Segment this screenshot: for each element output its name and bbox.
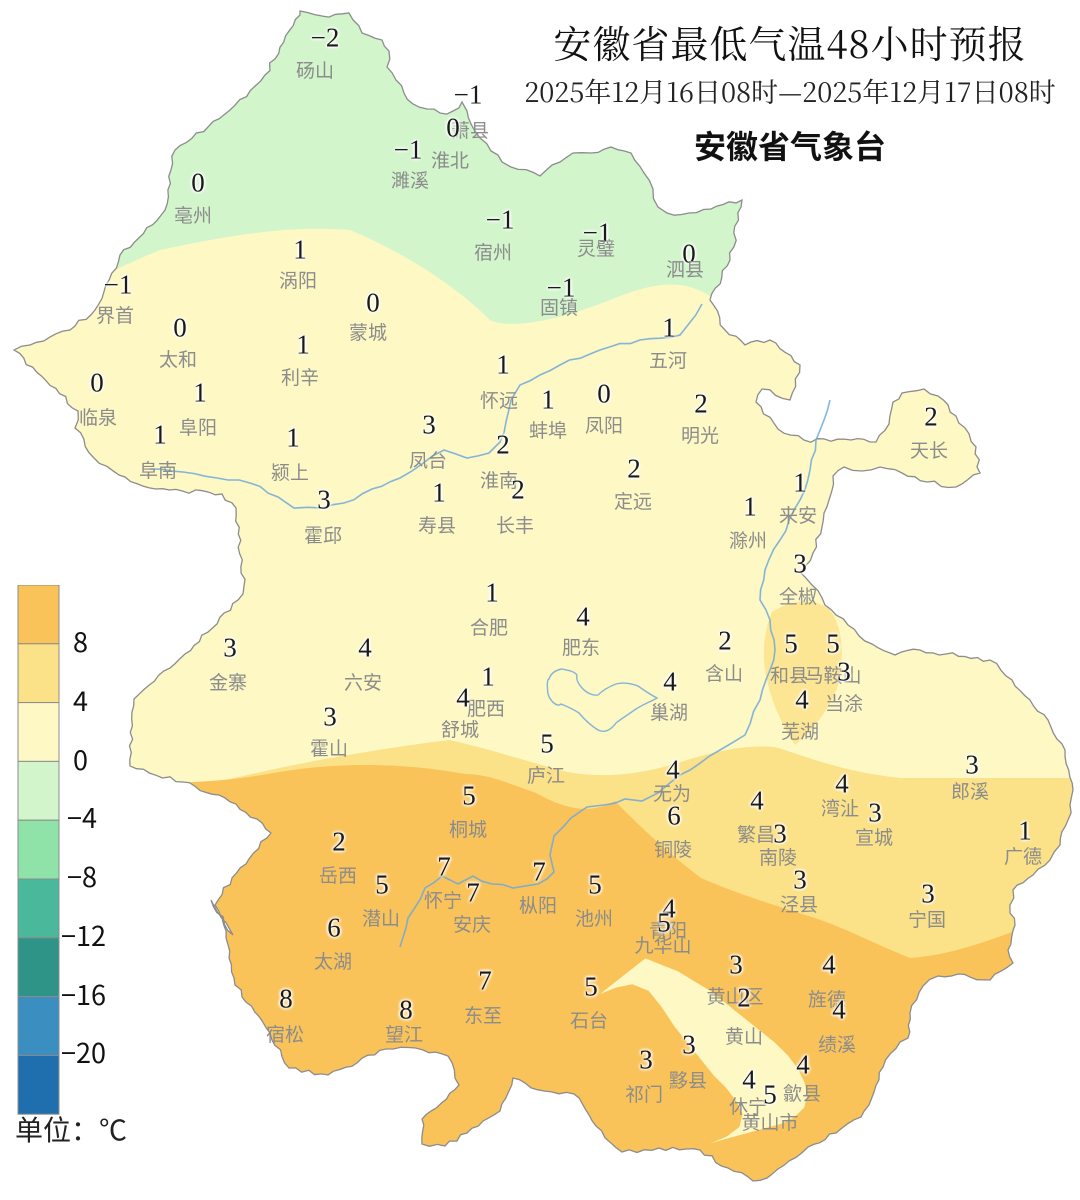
- svg-text:−4: −4: [67, 797, 97, 836]
- svg-text:0: 0: [73, 739, 88, 778]
- svg-text:8: 8: [73, 621, 88, 660]
- svg-text:−8: −8: [67, 856, 97, 895]
- svg-text:−20: −20: [61, 1032, 106, 1071]
- svg-text:−12: −12: [61, 915, 106, 954]
- svg-text:−16: −16: [61, 974, 106, 1013]
- svg-text:4: 4: [73, 680, 88, 719]
- svg-text:单位：℃: 单位：℃: [15, 1109, 127, 1145]
